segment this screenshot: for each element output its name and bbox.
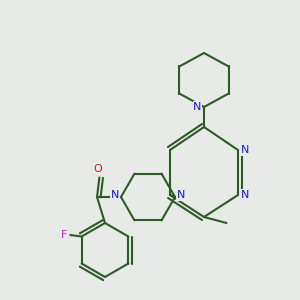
Text: F: F: [61, 230, 68, 240]
Text: N: N: [240, 145, 249, 155]
Text: N: N: [177, 190, 185, 200]
Text: O: O: [94, 164, 102, 174]
Text: N: N: [240, 190, 249, 200]
Text: N: N: [193, 102, 202, 112]
Text: N: N: [111, 190, 119, 200]
